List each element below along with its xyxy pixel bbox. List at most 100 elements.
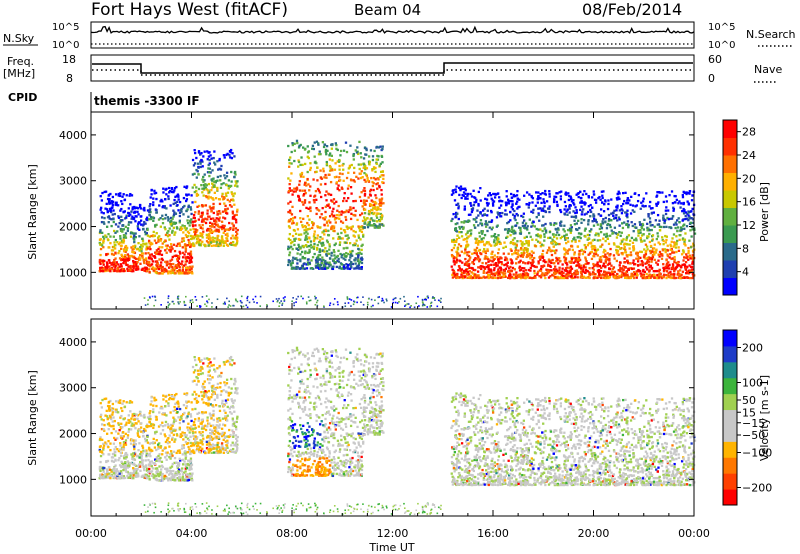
- power-cell: [469, 234, 472, 237]
- power-cell: [626, 197, 630, 200]
- power-cell: [127, 223, 130, 226]
- power-cell: [639, 207, 642, 210]
- power-cell: [528, 193, 531, 196]
- power-cell: [629, 239, 632, 242]
- power-cell: [209, 171, 212, 174]
- power-cell: [636, 260, 640, 263]
- power-cell: [188, 265, 192, 268]
- power-cell: [455, 250, 458, 254]
- power-cell: [167, 270, 170, 273]
- power-cell: [149, 202, 152, 206]
- power-cell: [361, 258, 364, 261]
- power-cell: [152, 201, 155, 204]
- power-cell: [559, 237, 562, 240]
- power-cell: [333, 214, 336, 217]
- power-cell: [302, 175, 305, 178]
- power-cell: [560, 272, 563, 275]
- power-cell: [234, 218, 238, 221]
- power-cell: [687, 246, 690, 250]
- power-cell: [542, 224, 545, 227]
- power-cell: [641, 270, 644, 273]
- power-cell: [458, 267, 461, 270]
- power-cell: [531, 211, 535, 214]
- power-cell: [201, 178, 204, 181]
- power-cell: [481, 261, 484, 265]
- power-cell: [683, 276, 686, 279]
- power-cell: [541, 224, 544, 227]
- power-cell: [144, 268, 147, 271]
- power-cell: [565, 274, 568, 278]
- power-cell: [224, 241, 227, 244]
- power-cell: [144, 222, 147, 225]
- power-cell: [329, 180, 333, 184]
- power-cell: [631, 273, 634, 277]
- power-cell: [454, 222, 457, 226]
- power-cell: [576, 271, 579, 275]
- power-cell: [682, 250, 685, 253]
- power-cell: [625, 276, 629, 280]
- power-cell: [486, 214, 489, 217]
- power-cell: [599, 269, 603, 273]
- power-cell: [177, 195, 180, 198]
- power-cell: [212, 230, 215, 233]
- power-cell: [544, 222, 547, 226]
- power-cell: [231, 234, 234, 237]
- power-cell: [657, 259, 660, 262]
- power-cell: [466, 243, 469, 246]
- power-cell: [178, 244, 181, 247]
- power-cell: [195, 168, 198, 172]
- power-cell: [316, 237, 319, 240]
- power-cell: [130, 246, 133, 249]
- power-cell: [222, 244, 225, 247]
- power-cell: [232, 243, 235, 247]
- power-cell: [380, 216, 383, 219]
- power-cell: [373, 219, 376, 222]
- power-cell: [114, 238, 117, 242]
- power-cell: [573, 251, 576, 254]
- power-cell: [615, 197, 619, 200]
- power-cell: [556, 204, 559, 208]
- power-cell: [196, 162, 200, 165]
- power-cell: [516, 252, 519, 255]
- power-cell: [618, 264, 621, 267]
- power-cell: [635, 276, 638, 279]
- power-cell: [624, 266, 627, 269]
- power-cell: [381, 147, 384, 151]
- nsky-line: [90, 25, 695, 34]
- power-cell: [136, 210, 139, 214]
- power-cell: [225, 183, 228, 187]
- power-cell: [338, 189, 341, 192]
- power-cell: [658, 225, 662, 228]
- power-cell: [102, 237, 106, 240]
- power-cell: [591, 248, 594, 251]
- power-cell: [594, 252, 598, 256]
- power-cell: [187, 238, 190, 242]
- power-cell: [289, 217, 293, 221]
- power-cell: [186, 230, 190, 233]
- power-cell: [485, 265, 488, 269]
- power-cell: [530, 255, 533, 259]
- power-cell: [223, 174, 226, 177]
- power-cell: [537, 212, 540, 215]
- power-cell: [202, 194, 205, 197]
- power-cell: [165, 270, 168, 273]
- power-cell: [223, 224, 226, 228]
- power-cell: [543, 227, 546, 231]
- power-cell: [642, 268, 645, 272]
- power-cell: [101, 261, 105, 264]
- power-cell: [483, 243, 486, 247]
- power-cell: [199, 153, 202, 156]
- power-cell: [118, 265, 121, 268]
- power-cell: [623, 261, 626, 264]
- power-cell: [689, 269, 692, 272]
- power-cell: [157, 272, 160, 275]
- power-cell: [676, 226, 680, 229]
- power-cell: [568, 266, 571, 270]
- power-cell: [162, 270, 166, 274]
- power-cell: [603, 255, 606, 258]
- power-cell: [493, 196, 497, 199]
- power-cell: [645, 266, 648, 269]
- power-cell: [566, 228, 570, 232]
- power-cell: [164, 239, 167, 242]
- power-cell: [333, 168, 337, 171]
